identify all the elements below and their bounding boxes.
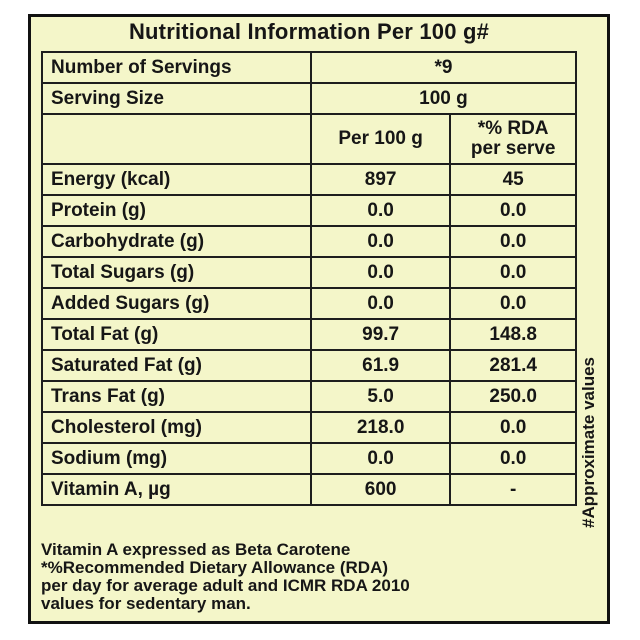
column-header-rda-line2: per serve: [470, 138, 556, 159]
nutrient-rda-value: 281.4: [449, 349, 577, 382]
nutrient-per100-value: 218.0: [309, 411, 452, 444]
nutrient-row: Protein (g) 0.0 0.0: [41, 194, 577, 227]
nutrient-label: Vitamin A, µg: [41, 473, 312, 506]
nutrient-row: Total Sugars (g) 0.0 0.0: [41, 256, 577, 289]
approximate-values-note: #Approximate values: [579, 356, 598, 528]
nutrient-rda-value: 0.0: [449, 411, 577, 444]
nutrient-row: Total Fat (g) 99.7 148.8: [41, 318, 577, 351]
nutrient-per100-value: 0.0: [309, 194, 452, 227]
nutrient-label: Added Sugars (g): [41, 287, 312, 320]
nutrient-row: Saturated Fat (g) 61.9 281.4: [41, 349, 577, 382]
footnote-line: values for sedentary man.: [41, 594, 251, 613]
nutrient-label: Carbohydrate (g): [41, 225, 312, 258]
nutrient-row: Trans Fat (g) 5.0 250.0: [41, 380, 577, 413]
column-header-rda-line1: *% RDA: [477, 118, 549, 139]
column-header-per100: Per 100 g: [309, 113, 452, 165]
nutrient-rda-value: 0.0: [449, 194, 577, 227]
servings-value: *9: [309, 51, 578, 84]
nutrient-rda-value: 0.0: [449, 442, 577, 475]
nutrient-per100-value: 0.0: [309, 225, 452, 258]
nutrient-row: Carbohydrate (g) 0.0 0.0: [41, 225, 577, 258]
nutrient-per100-value: 0.0: [309, 442, 452, 475]
nutrient-label: Energy (kcal): [41, 163, 312, 196]
label-title: Nutritional Information Per 100 g#: [128, 19, 490, 44]
nutrient-rda-value: 45: [449, 163, 577, 196]
footnote-line: Vitamin A expressed as Beta Carotene: [41, 540, 351, 559]
nutrition-label: Nutritional Information Per 100 g# Numbe…: [28, 14, 610, 624]
footnote-line: per day for average adult and ICMR RDA 2…: [41, 576, 410, 595]
nutrient-label: Trans Fat (g): [41, 380, 312, 413]
nutrient-label: Total Sugars (g): [41, 256, 312, 289]
footnote-line: *%Recommended Dietary Allowance (RDA): [41, 558, 389, 577]
servings-label: Number of Servings: [41, 51, 312, 84]
nutrient-per100-value: 5.0: [309, 380, 452, 413]
nutrient-row: Energy (kcal) 897 45: [41, 163, 577, 196]
nutrient-per100-value: 0.0: [309, 256, 452, 289]
serving-size-label: Serving Size: [41, 82, 312, 115]
nutrient-label: Protein (g): [41, 194, 312, 227]
nutrient-rda-value: -: [449, 473, 577, 506]
serving-size-row: Serving Size 100 g: [41, 82, 578, 115]
nutrient-label: Cholesterol (mg): [41, 411, 312, 444]
nutrient-per100-value: 897: [309, 163, 452, 196]
nutrient-label: Sodium (mg): [41, 442, 312, 475]
nutrition-table: Number of Servings *9 Serving Size 100 g…: [41, 51, 578, 506]
column-header-row: Per 100 g *% RDA per serve: [41, 113, 577, 165]
nutrient-per100-value: 0.0: [309, 287, 452, 320]
nutrient-row: Added Sugars (g) 0.0 0.0: [41, 287, 577, 320]
serving-size-value: 100 g: [309, 82, 578, 115]
nutrient-rda-value: 0.0: [449, 287, 577, 320]
nutrient-per100-value: 600: [309, 473, 452, 506]
nutrient-rows: Energy (kcal) 897 45 Protein (g) 0.0 0.0 Carbo…: [41, 163, 577, 506]
nutrient-label: Saturated Fat (g): [41, 349, 312, 382]
nutrient-rda-value: 0.0: [449, 256, 577, 289]
servings-row: Number of Servings *9: [41, 51, 578, 84]
nutrient-rda-value: 148.8: [449, 318, 577, 351]
nutrient-per100-value: 61.9: [309, 349, 452, 382]
column-header-rda: *% RDA per serve: [449, 113, 577, 165]
nutrient-row: Cholesterol (mg) 218.0 0.0: [41, 411, 577, 444]
column-header-blank: [41, 113, 312, 165]
nutrient-row: Vitamin A, µg 600-: [41, 473, 577, 506]
nutrient-rda-value: 0.0: [449, 225, 577, 258]
nutrient-per100-value: 99.7: [309, 318, 452, 351]
nutrient-rda-value: 250.0: [449, 380, 577, 413]
footnotes: Vitamin A expressed as Beta Carotene *%R…: [41, 541, 581, 613]
nutrient-row: Sodium (mg) 0.0 0.0: [41, 442, 577, 475]
nutrient-label: Total Fat (g): [41, 318, 312, 351]
